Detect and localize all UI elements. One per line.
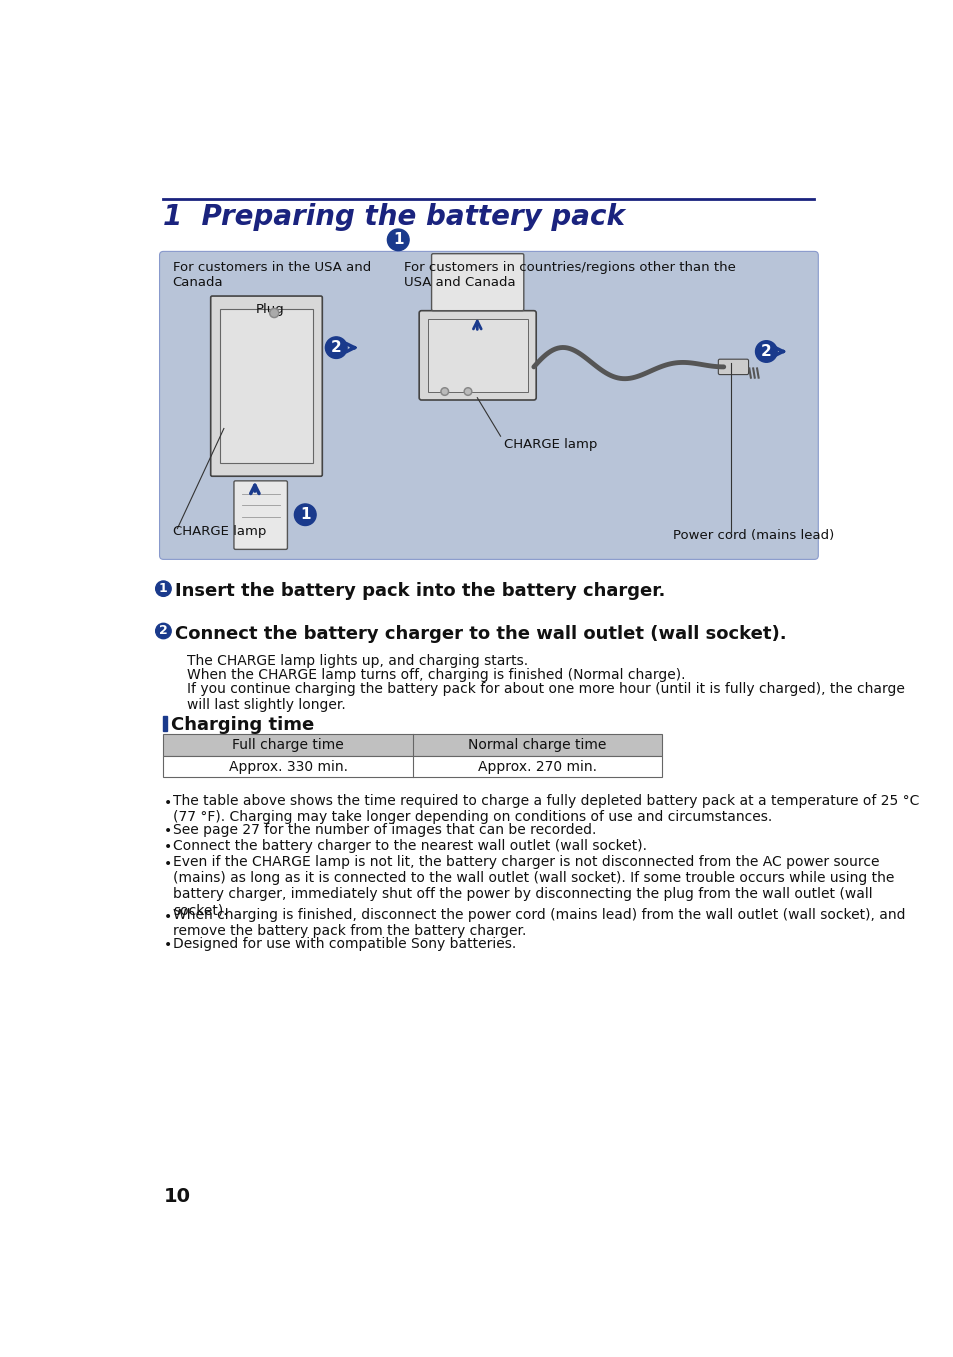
Bar [163,734,661,756]
Text: When charging is finished, disconnect the power cord (mains lead) from the wall : When charging is finished, disconnect th… [173,908,905,939]
Text: •: • [163,938,172,953]
Text: See page 27 for the number of images that can be recorded.: See page 27 for the number of images tha… [173,822,597,837]
Text: Charging time: Charging time [171,715,314,734]
Text: Plug: Plug [255,303,284,316]
Text: 2: 2 [760,343,771,360]
FancyBboxPatch shape [233,480,287,550]
Text: Even if the CHARGE lamp is not lit, the battery charger is not disconnected from: Even if the CHARGE lamp is not lit, the … [173,855,894,917]
Text: 1: 1 [159,582,168,596]
FancyBboxPatch shape [431,254,523,311]
Text: If you continue charging the battery pack for about one more hour (until it is f: If you continue charging the battery pac… [187,681,903,712]
Bar [163,756,661,778]
Text: •: • [163,795,172,810]
FancyBboxPatch shape [718,360,748,375]
Circle shape [294,503,315,525]
Text: 1  Preparing the battery pack: 1 Preparing the battery pack [163,204,625,231]
Bar [220,309,313,463]
Text: CHARGE lamp: CHARGE lamp [504,438,598,451]
Text: Full charge time: Full charge time [232,738,343,752]
FancyBboxPatch shape [159,251,818,559]
Text: The CHARGE lamp lights up, and charging starts.: The CHARGE lamp lights up, and charging … [187,654,527,668]
Text: The table above shows the time required to charge a fully depleted battery pack : The table above shows the time required … [173,794,919,825]
Text: 1: 1 [393,232,403,247]
Circle shape [325,337,347,358]
Text: For customers in countries/regions other than the
USA and Canada: For customers in countries/regions other… [403,262,735,289]
Text: Normal charge time: Normal charge time [468,738,606,752]
Circle shape [442,389,447,394]
Circle shape [387,229,409,251]
Text: Designed for use with compatible Sony batteries.: Designed for use with compatible Sony ba… [173,936,517,951]
Circle shape [440,388,448,395]
Text: 2: 2 [331,341,341,356]
Text: For customers in the USA and
Canada: For customers in the USA and Canada [172,262,371,289]
Bar [163,715,167,731]
Circle shape [271,309,277,316]
Text: Connect the battery charger to the nearest wall outlet (wall socket).: Connect the battery charger to the neare… [173,839,647,854]
FancyBboxPatch shape [418,311,536,400]
FancyBboxPatch shape [211,296,322,476]
Text: Approx. 270 min.: Approx. 270 min. [477,760,596,773]
Bar [427,319,527,392]
Circle shape [155,623,171,639]
Circle shape [755,341,777,362]
Text: Approx. 330 min.: Approx. 330 min. [229,760,347,773]
Text: Connect the battery charger to the wall outlet (wall socket).: Connect the battery charger to the wall … [174,624,786,643]
Text: •: • [163,909,172,924]
Text: 2: 2 [159,624,168,638]
Circle shape [270,308,278,318]
Text: 10: 10 [163,1187,191,1206]
Text: Power cord (mains lead): Power cord (mains lead) [673,529,834,541]
Text: CHARGE lamp: CHARGE lamp [172,525,266,537]
Text: When the CHARGE lamp turns off, charging is finished (Normal charge).: When the CHARGE lamp turns off, charging… [187,668,684,683]
Circle shape [465,389,470,394]
Text: 1: 1 [299,508,310,522]
Text: •: • [163,840,172,855]
Text: •: • [163,824,172,839]
Circle shape [464,388,472,395]
Text: •: • [163,856,172,871]
Text: Insert the battery pack into the battery charger.: Insert the battery pack into the battery… [174,582,665,601]
Circle shape [155,581,171,596]
